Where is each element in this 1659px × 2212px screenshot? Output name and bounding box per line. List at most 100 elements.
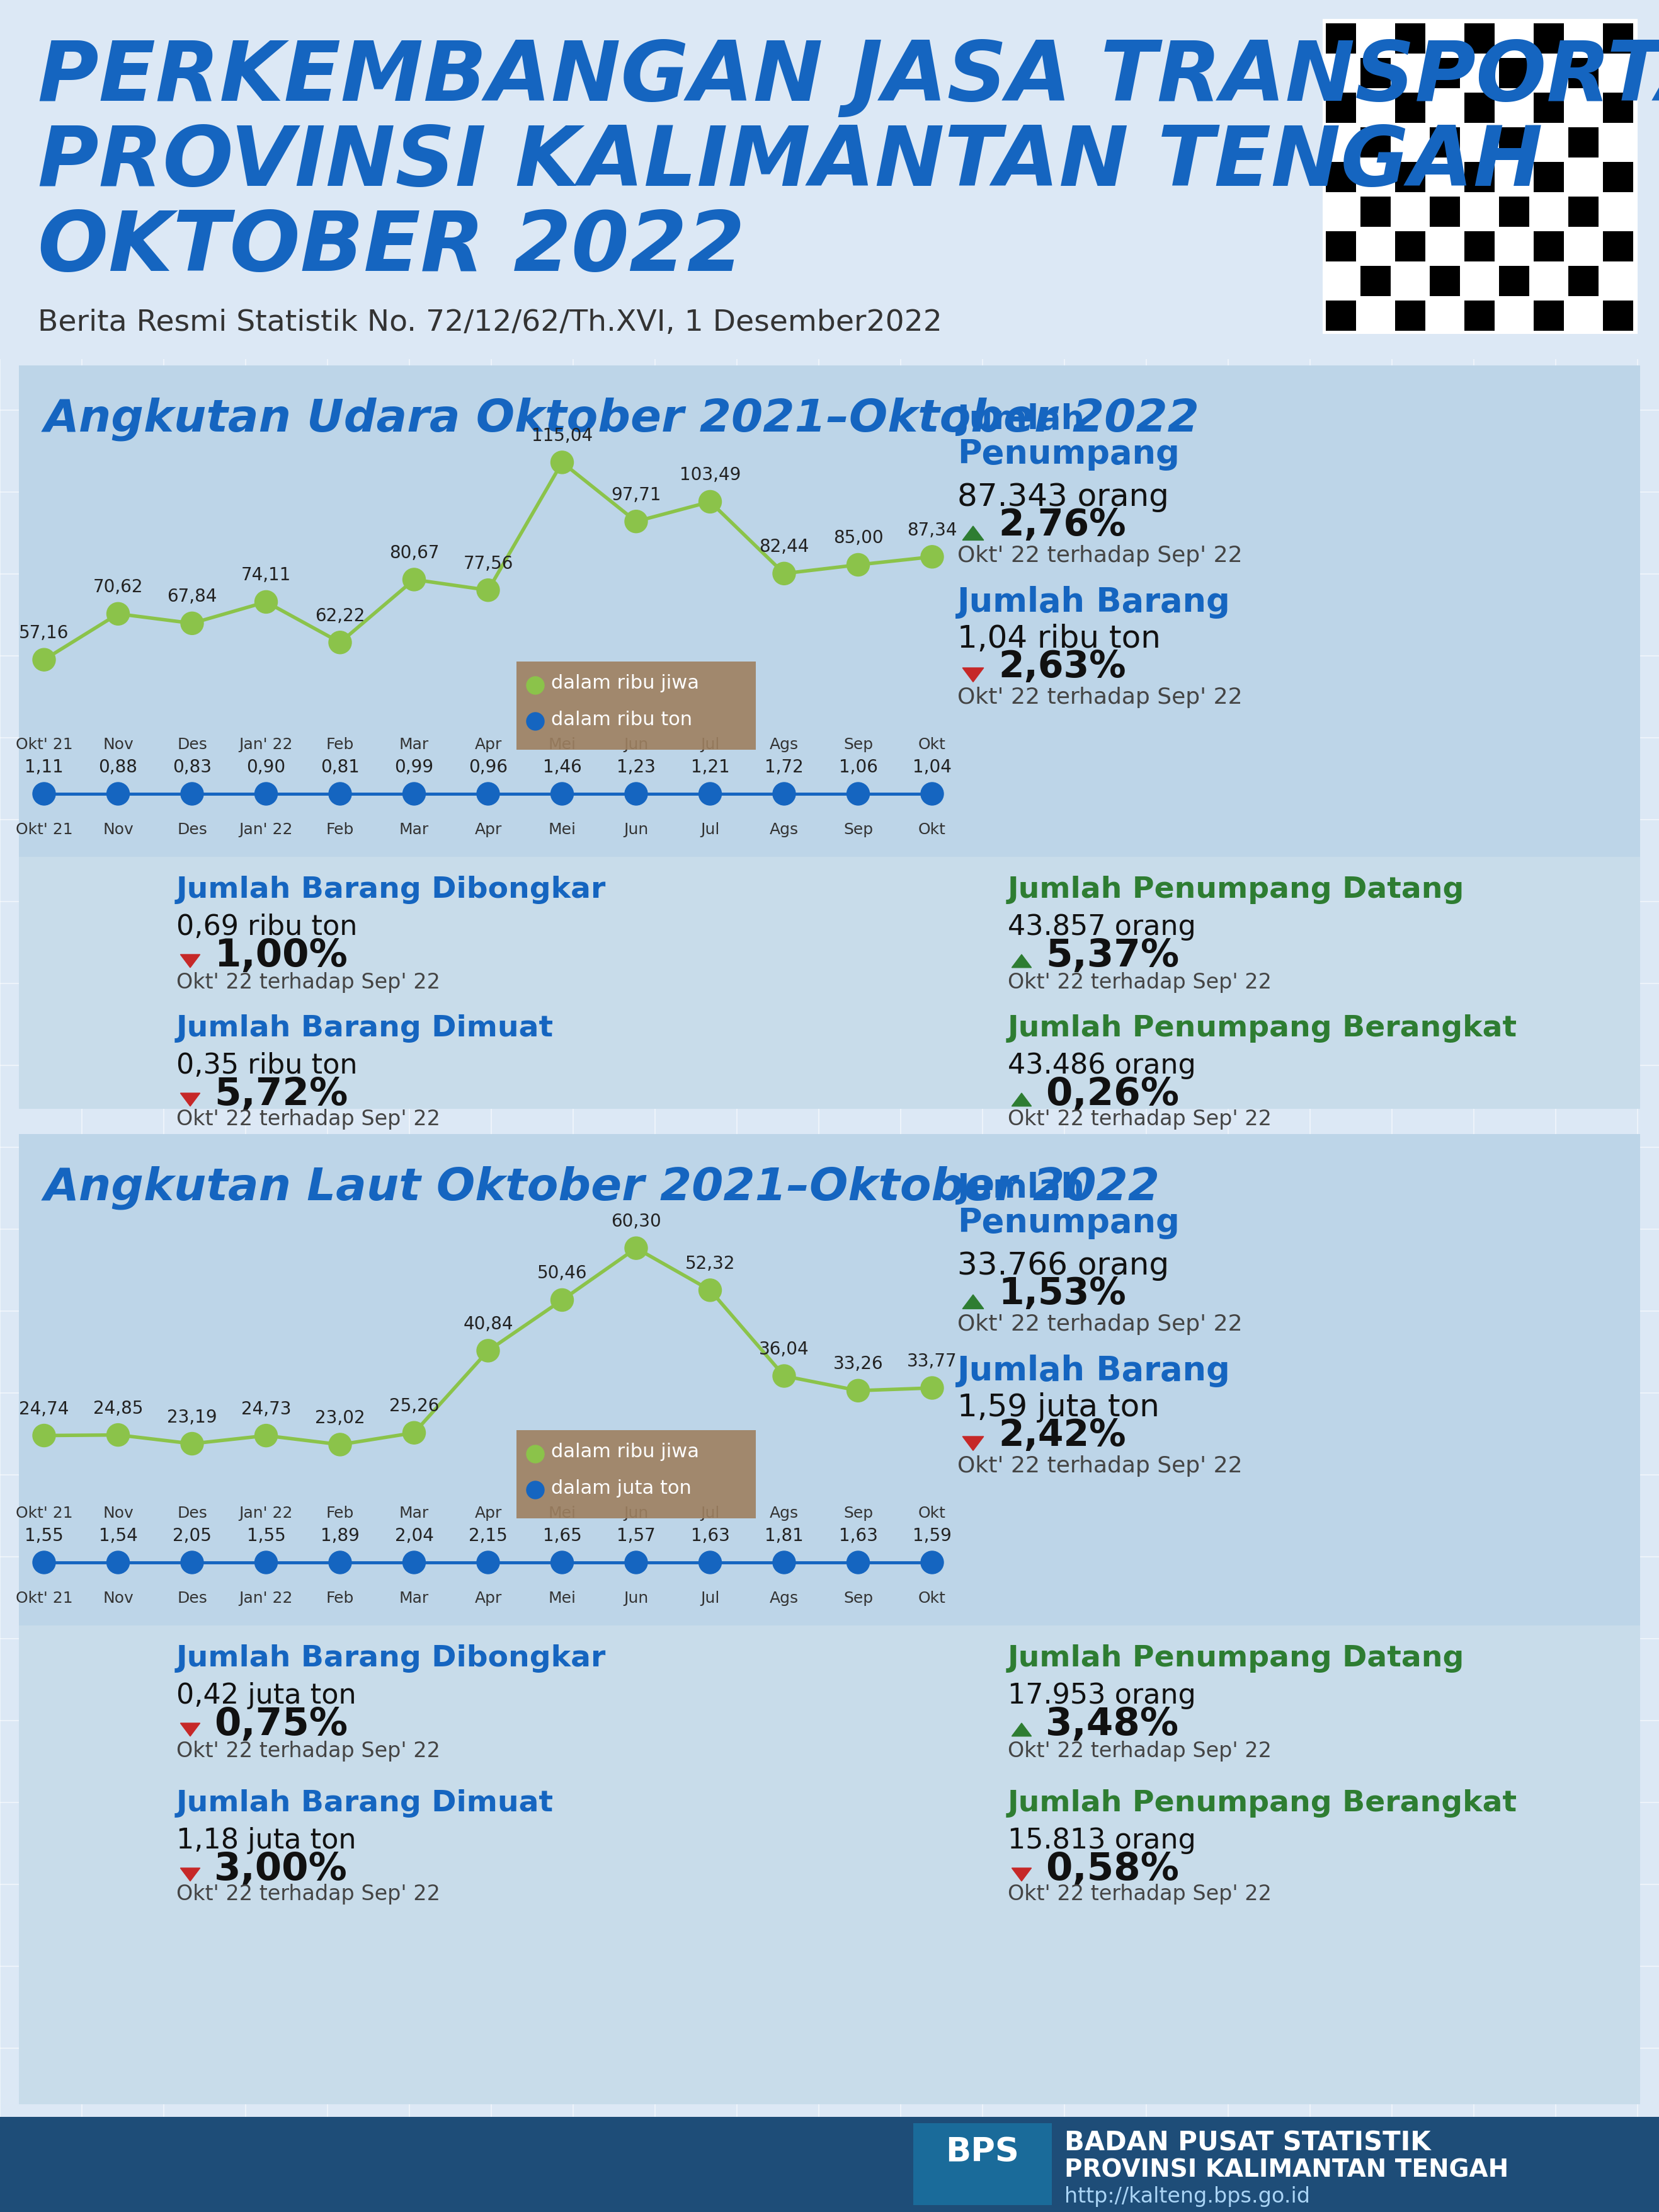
Text: Okt: Okt bbox=[919, 1590, 946, 1606]
Text: 1,57: 1,57 bbox=[617, 1526, 655, 1544]
Text: Apr: Apr bbox=[474, 737, 501, 752]
Bar bbox=[1603, 161, 1632, 192]
Text: Okt' 22 terhadap Sep' 22: Okt' 22 terhadap Sep' 22 bbox=[1007, 971, 1272, 993]
Text: Jumlah Barang: Jumlah Barang bbox=[957, 586, 1231, 619]
Circle shape bbox=[33, 1551, 55, 1573]
Text: Nov: Nov bbox=[103, 1590, 133, 1606]
Text: Jul: Jul bbox=[700, 823, 720, 838]
Text: Okt' 21: Okt' 21 bbox=[15, 1590, 73, 1606]
Circle shape bbox=[106, 783, 129, 805]
Text: Penumpang: Penumpang bbox=[957, 438, 1180, 471]
Circle shape bbox=[526, 677, 544, 695]
Text: 0,83: 0,83 bbox=[173, 759, 212, 776]
Bar bbox=[830, 856, 1641, 1108]
Bar bbox=[1500, 232, 1530, 261]
Text: 0,88: 0,88 bbox=[98, 759, 138, 776]
Bar bbox=[912, 2124, 1052, 2205]
Text: 0,69 ribu ton: 0,69 ribu ton bbox=[176, 914, 357, 940]
Text: 2,15: 2,15 bbox=[469, 1526, 508, 1544]
Bar bbox=[1533, 232, 1564, 261]
Text: Sep: Sep bbox=[843, 1506, 873, 1522]
Bar bbox=[1533, 161, 1564, 192]
Circle shape bbox=[106, 1551, 129, 1573]
Text: 33.766 orang: 33.766 orang bbox=[957, 1250, 1170, 1281]
Text: 0,58%: 0,58% bbox=[1045, 1851, 1180, 1889]
Text: Jumlah Penumpang Datang: Jumlah Penumpang Datang bbox=[1007, 876, 1465, 905]
Text: dalam ribu jiwa: dalam ribu jiwa bbox=[551, 1442, 698, 1460]
Circle shape bbox=[328, 783, 352, 805]
Circle shape bbox=[921, 783, 944, 805]
Text: 1,04: 1,04 bbox=[912, 759, 952, 776]
Text: 3,00%: 3,00% bbox=[214, 1851, 348, 1889]
Text: Mei: Mei bbox=[547, 1590, 576, 1606]
Circle shape bbox=[328, 1551, 352, 1573]
Bar bbox=[1326, 128, 1355, 157]
Text: Jumlah Barang Dibongkar: Jumlah Barang Dibongkar bbox=[176, 1644, 606, 1672]
Bar bbox=[1430, 93, 1460, 124]
Text: Okt: Okt bbox=[919, 823, 946, 838]
Bar bbox=[830, 1626, 1641, 2104]
Text: OKTOBER 2022: OKTOBER 2022 bbox=[38, 208, 745, 288]
Text: Okt' 21: Okt' 21 bbox=[15, 737, 73, 752]
Text: Jumlah Penumpang Datang: Jumlah Penumpang Datang bbox=[1007, 1644, 1465, 1672]
Text: 57,16: 57,16 bbox=[20, 624, 70, 641]
Bar bbox=[1326, 58, 1355, 88]
Polygon shape bbox=[1012, 956, 1032, 967]
Bar bbox=[1465, 58, 1495, 88]
Circle shape bbox=[773, 562, 795, 584]
Text: 23,19: 23,19 bbox=[168, 1409, 217, 1427]
Bar bbox=[1326, 232, 1355, 261]
Bar bbox=[1430, 161, 1460, 192]
Text: 1,21: 1,21 bbox=[690, 759, 730, 776]
Circle shape bbox=[773, 783, 795, 805]
Text: 60,30: 60,30 bbox=[611, 1212, 662, 1230]
Text: Feb: Feb bbox=[327, 823, 353, 838]
Circle shape bbox=[33, 783, 55, 805]
Text: Okt' 21: Okt' 21 bbox=[15, 1506, 73, 1522]
Bar bbox=[1568, 24, 1599, 53]
Bar bbox=[1465, 161, 1495, 192]
Text: Okt: Okt bbox=[919, 1506, 946, 1522]
Text: 1,72: 1,72 bbox=[765, 759, 803, 776]
Bar bbox=[1326, 301, 1355, 332]
Text: 1,55: 1,55 bbox=[25, 1526, 63, 1544]
Bar bbox=[1500, 301, 1530, 332]
Text: Okt' 22 terhadap Sep' 22: Okt' 22 terhadap Sep' 22 bbox=[1007, 1108, 1272, 1130]
Bar bbox=[1603, 24, 1632, 53]
Text: 0,42 juta ton: 0,42 juta ton bbox=[176, 1681, 357, 1710]
Text: 23,02: 23,02 bbox=[315, 1409, 365, 1427]
Circle shape bbox=[773, 1551, 795, 1573]
Bar bbox=[1533, 197, 1564, 228]
Circle shape bbox=[921, 546, 944, 568]
Circle shape bbox=[846, 783, 869, 805]
Bar bbox=[1500, 197, 1530, 228]
Text: 1,89: 1,89 bbox=[320, 1526, 360, 1544]
Text: Jumlah: Jumlah bbox=[957, 403, 1085, 436]
Bar bbox=[0, 0, 1659, 358]
Text: 70,62: 70,62 bbox=[93, 580, 143, 597]
Text: Jul: Jul bbox=[700, 1590, 720, 1606]
Text: Jan' 22: Jan' 22 bbox=[239, 737, 294, 752]
Text: 50,46: 50,46 bbox=[538, 1265, 587, 1283]
Text: Okt' 21: Okt' 21 bbox=[15, 823, 73, 838]
Circle shape bbox=[33, 648, 55, 670]
Text: http://kalteng.bps.go.id: http://kalteng.bps.go.id bbox=[1065, 2185, 1311, 2208]
Bar bbox=[1500, 265, 1530, 296]
Text: Okt' 22 terhadap Sep' 22: Okt' 22 terhadap Sep' 22 bbox=[176, 971, 440, 993]
Bar bbox=[18, 365, 1641, 1108]
Text: Berita Resmi Statistik No. 72/12/62/Th.XVI, 1 Desember2022: Berita Resmi Statistik No. 72/12/62/Th.X… bbox=[38, 310, 942, 336]
Text: 3,48%: 3,48% bbox=[1045, 1705, 1180, 1743]
Circle shape bbox=[181, 1551, 204, 1573]
Text: 1,63: 1,63 bbox=[839, 1526, 878, 1544]
Text: 33,77: 33,77 bbox=[907, 1354, 957, 1369]
Text: 67,84: 67,84 bbox=[168, 588, 217, 606]
Bar bbox=[1500, 128, 1530, 157]
Text: Jumlah Penumpang Berangkat: Jumlah Penumpang Berangkat bbox=[1007, 1790, 1518, 1818]
Circle shape bbox=[551, 783, 574, 805]
Text: 24,73: 24,73 bbox=[241, 1400, 290, 1418]
Text: Nov: Nov bbox=[103, 1506, 133, 1522]
Text: Jan' 22: Jan' 22 bbox=[239, 823, 294, 838]
Text: Ags: Ags bbox=[770, 1506, 798, 1522]
Text: 1,11: 1,11 bbox=[25, 759, 63, 776]
Bar bbox=[1395, 265, 1425, 296]
